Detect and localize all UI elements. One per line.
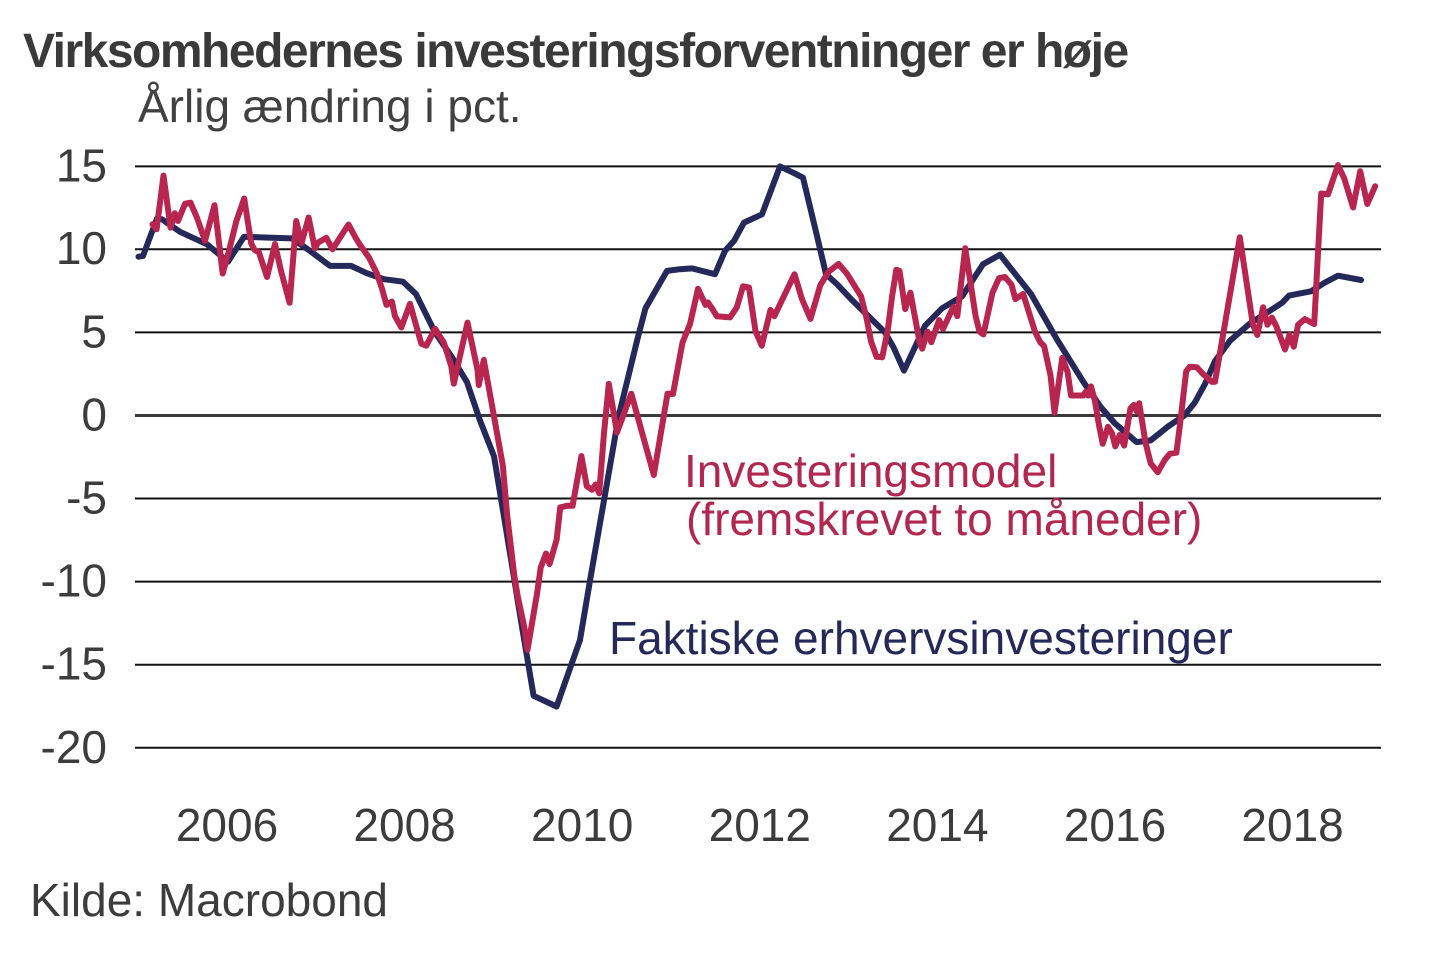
svg-text:15: 15 [56, 139, 107, 191]
svg-text:Årlig ændring i pct.: Årlig ændring i pct. [138, 80, 522, 132]
svg-text:2012: 2012 [709, 799, 811, 851]
svg-text:Kilde: Macrobond: Kilde: Macrobond [30, 874, 388, 926]
svg-text:(fremskrevet to måneder): (fremskrevet to måneder) [686, 493, 1202, 545]
svg-text:-10: -10 [41, 555, 107, 607]
svg-text:0: 0 [81, 389, 107, 441]
svg-text:2014: 2014 [886, 799, 988, 851]
svg-text:5: 5 [81, 305, 107, 357]
svg-text:-20: -20 [41, 721, 107, 773]
svg-text:Virksomhedernes investeringsfo: Virksomhedernes investeringsforventninge… [23, 25, 1128, 78]
svg-text:Investeringsmodel: Investeringsmodel [684, 445, 1057, 497]
svg-text:Faktiske erhvervsinvesteringer: Faktiske erhvervsinvesteringer [609, 612, 1233, 664]
svg-text:2008: 2008 [353, 799, 455, 851]
svg-text:-15: -15 [41, 638, 107, 690]
svg-text:2006: 2006 [176, 799, 278, 851]
svg-text:-5: -5 [66, 472, 107, 524]
svg-text:10: 10 [56, 222, 107, 274]
svg-text:2018: 2018 [1241, 799, 1343, 851]
svg-text:2016: 2016 [1064, 799, 1166, 851]
svg-text:2010: 2010 [531, 799, 633, 851]
